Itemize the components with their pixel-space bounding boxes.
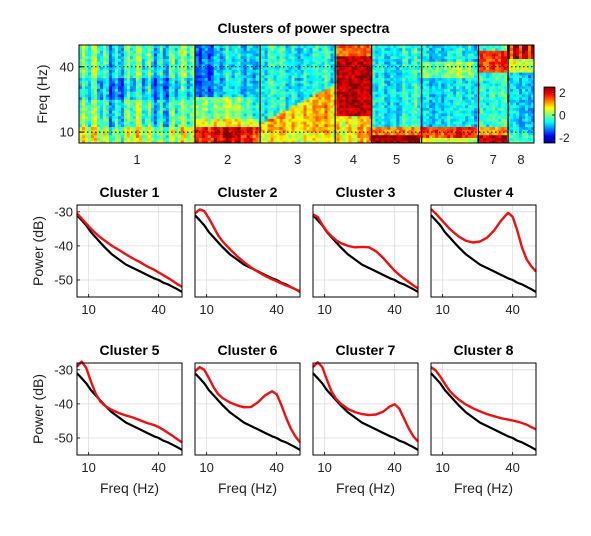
- panel-cluster-6: 10 40 Freq (Hz) Cluster 6: [195, 342, 300, 496]
- cluster-label-2: 2: [224, 152, 231, 167]
- panel-title: Cluster 6: [218, 342, 278, 358]
- panel-cluster-3: 10 40 Cluster 3: [313, 184, 418, 317]
- colorbar-tick-label: 0: [559, 109, 566, 123]
- xtick-label: 40: [387, 302, 401, 317]
- panel-title: Cluster 3: [336, 184, 396, 200]
- panel-xlabel: Freq (Hz): [454, 480, 513, 496]
- xtick-label: 10: [435, 302, 449, 317]
- colorbar-tick-label: -2: [559, 131, 570, 145]
- xtick-label: 10: [435, 460, 449, 475]
- cluster-label-1: 1: [133, 152, 140, 167]
- cluster-label-7: 7: [490, 152, 497, 167]
- panel-title: Cluster 8: [454, 342, 514, 358]
- colorbar-tick-label: 2: [559, 86, 566, 100]
- ytick-label: -40: [54, 396, 73, 411]
- heatmap-cells: [79, 45, 534, 143]
- cluster-label-8: 8: [517, 152, 524, 167]
- colorbar: 2 0 -2: [544, 86, 570, 145]
- ytick-label: -40: [54, 238, 73, 253]
- xtick-label: 10: [81, 460, 95, 475]
- cluster-label-4: 4: [350, 152, 357, 167]
- heatmap-title: Clusters of power spectra: [218, 20, 390, 36]
- xtick-label: 40: [269, 460, 283, 475]
- panel-ylabel: Power (dB): [30, 216, 46, 286]
- panel-ylabel: Power (dB): [30, 374, 46, 444]
- panel-title: Cluster 5: [100, 342, 160, 358]
- xtick-label: 40: [505, 460, 519, 475]
- xtick-label: 40: [505, 302, 519, 317]
- panel-cluster-8: 10 40 Freq (Hz) Cluster 8: [431, 342, 536, 496]
- heatmap-ytick-label: 10: [60, 125, 74, 140]
- xtick-label: 10: [317, 302, 331, 317]
- cluster-label-6: 6: [446, 152, 453, 167]
- panel-cluster-2: 10 40 Cluster 2: [195, 184, 300, 317]
- xtick-label: 40: [387, 460, 401, 475]
- panel-title: Cluster 4: [454, 184, 514, 200]
- xtick-label: 40: [151, 460, 165, 475]
- heatmap-ylabel: Freq (Hz): [34, 64, 50, 123]
- panel-title: Cluster 7: [336, 342, 396, 358]
- ytick-label: -30: [54, 362, 73, 377]
- ytick-label: -30: [54, 204, 73, 219]
- xtick-label: 10: [199, 460, 213, 475]
- panel-xlabel: Freq (Hz): [336, 480, 395, 496]
- panel-xlabel: Freq (Hz): [100, 480, 159, 496]
- panel-cluster-7: 10 40 Freq (Hz) Cluster 7: [313, 342, 418, 496]
- panel-cluster-1: 10 40 -30 -40 -50 Power (dB) Cluster 1: [30, 184, 182, 317]
- panel-xlabel: Freq (Hz): [218, 480, 277, 496]
- panel-cluster-5: 10 40 -30 -40 -50 Power (dB) Freq (Hz) Cluster …: [30, 342, 182, 496]
- cluster-label-5: 5: [393, 152, 400, 167]
- ytick-label: -50: [54, 430, 73, 445]
- heatmap-ytick-label: 40: [60, 59, 74, 74]
- ytick-label: -50: [54, 272, 73, 287]
- xtick-label: 10: [81, 302, 95, 317]
- cluster-label-3: 3: [294, 152, 301, 167]
- panel-title: Cluster 1: [100, 184, 160, 200]
- panel-title: Cluster 2: [218, 184, 278, 200]
- xtick-label: 10: [317, 460, 331, 475]
- xtick-label: 40: [151, 302, 165, 317]
- panel-cluster-4: 10 40 Cluster 4: [431, 184, 536, 317]
- xtick-label: 10: [199, 302, 213, 317]
- spectra-panels: 10 40 -30 -40 -50 Power (dB) Cluster 1 10 40 Clus…: [30, 184, 536, 496]
- heatmap: 10 40 Freq (Hz) Clusters of power spectra 1 2…: [34, 20, 534, 167]
- xtick-label: 40: [269, 302, 283, 317]
